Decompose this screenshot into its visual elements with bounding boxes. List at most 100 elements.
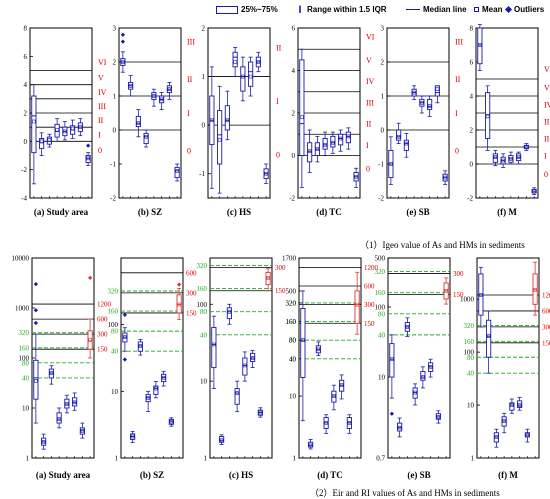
mean-marker: [57, 417, 61, 421]
y-tick-label: 10: [289, 393, 297, 401]
y-tick-label: 2: [113, 59, 117, 67]
y-tick-label: 6: [24, 53, 28, 61]
panel-label: (d) TC: [317, 470, 343, 480]
iqr-box: [322, 138, 328, 150]
mean-marker: [144, 135, 148, 139]
y-tick-label: 10: [111, 388, 119, 396]
y-tick-label: -2: [21, 166, 27, 174]
y-tick-label: 40: [289, 355, 297, 363]
mean-marker: [250, 356, 255, 360]
ri-threshold-label: 150: [97, 346, 108, 354]
outlier-marker: [120, 32, 125, 37]
mean-marker: [323, 143, 327, 147]
eir-threshold-label: 320: [197, 262, 208, 270]
mean-marker: [339, 383, 344, 387]
panel-igeo-4: [386, 27, 450, 199]
eir-threshold-label: 80: [22, 359, 30, 367]
mean-marker: [32, 119, 36, 124]
iqr-box: [338, 133, 344, 146]
outlier-marker: [33, 320, 38, 326]
mean-marker: [479, 293, 483, 297]
y-tick-label: 0: [381, 127, 385, 135]
y-tick-label: 4: [470, 93, 474, 101]
mean-marker: [525, 433, 530, 437]
iqr-box: [219, 436, 225, 443]
mean-marker: [533, 288, 537, 292]
class-label: V: [544, 84, 550, 93]
class-label: 0: [366, 164, 370, 173]
mean-marker: [152, 94, 156, 98]
legend-whisker: I Range within 1.5 IQR: [296, 3, 386, 16]
mean-marker: [88, 338, 92, 342]
class-label: I: [276, 97, 279, 106]
iqr-box: [532, 273, 538, 305]
caption-row2: （2）Eir and RI values of As and HMs in se…: [310, 488, 500, 498]
mean-marker: [316, 347, 321, 352]
ri-threshold-label: 600: [186, 269, 197, 277]
class-label: III: [98, 102, 106, 111]
ri-threshold-label: 150: [364, 320, 375, 328]
mean-marker: [264, 171, 268, 176]
panel-eir-0: [31, 257, 95, 459]
y-tick-label: 3: [113, 25, 117, 33]
mean-marker: [486, 334, 491, 338]
legend-mean-label: Mean: [482, 5, 503, 14]
class-label: I: [366, 141, 369, 150]
eir-threshold-label: 80: [111, 328, 119, 336]
mean-marker: [331, 140, 335, 145]
mean-marker: [136, 121, 141, 125]
eir-threshold-label: 80: [200, 308, 208, 316]
y-tick-label: 160: [286, 318, 297, 326]
iqr-box: [420, 371, 426, 381]
panel-eir-5: [476, 257, 540, 459]
y-tick-label: 100: [464, 349, 475, 357]
panel-label: (b) SZ: [140, 470, 164, 480]
legend-box-label: 25%~75%: [241, 5, 278, 14]
class-label: II: [98, 116, 104, 125]
panel-frame: [120, 257, 184, 459]
y-tick-label: 1700: [282, 255, 297, 263]
iqr-box: [33, 359, 39, 400]
y-tick-label: -2: [467, 195, 473, 203]
class-label: IV: [98, 88, 107, 97]
y-tick-label: 1: [115, 455, 119, 463]
y-tick-label: -2: [110, 195, 116, 203]
mean-marker: [354, 174, 358, 179]
class-label: VI: [366, 33, 375, 42]
mean-marker: [532, 189, 536, 193]
panel-frame: [207, 27, 271, 199]
mean-marker: [241, 74, 245, 79]
legend-mean-swatch: [474, 7, 479, 12]
class-label: 0: [98, 146, 102, 155]
mean-marker: [338, 136, 343, 141]
eir-threshold-label: 160: [375, 289, 386, 297]
eir-threshold-label: 160: [19, 344, 30, 352]
class-label: V: [366, 56, 372, 65]
mean-marker: [301, 338, 305, 342]
mean-marker: [420, 101, 424, 105]
y-tick-label: 500: [286, 287, 297, 295]
mean-marker: [485, 114, 490, 119]
y-tick-label: 80: [289, 337, 297, 345]
mean-marker: [493, 155, 498, 159]
y-tick-label: 0: [292, 152, 296, 160]
y-tick-label: 1000: [15, 305, 30, 313]
class-label: III: [366, 98, 374, 107]
panel-label: (f) M: [498, 470, 518, 480]
panel-label: (a) Study area: [36, 470, 91, 480]
mean-marker: [478, 43, 482, 47]
outlier-marker: [86, 143, 91, 148]
y-tick-label: 10000: [12, 255, 30, 263]
mean-marker: [397, 425, 402, 430]
ri-threshold-label: 600: [364, 283, 375, 291]
iqr-box: [517, 400, 523, 408]
legend-whisker-glyph: I: [298, 3, 302, 16]
y-tick-label: 8: [470, 25, 474, 33]
outlier-marker: [122, 357, 127, 362]
class-label: II: [187, 75, 193, 84]
caption-row1: （1）Igeo value of As and HMs in sediments: [360, 240, 525, 250]
y-tick-label: 320: [286, 299, 297, 307]
iqr-box: [354, 290, 360, 324]
legend-outliers-label: Outliers: [514, 5, 545, 14]
mean-marker: [63, 129, 67, 134]
